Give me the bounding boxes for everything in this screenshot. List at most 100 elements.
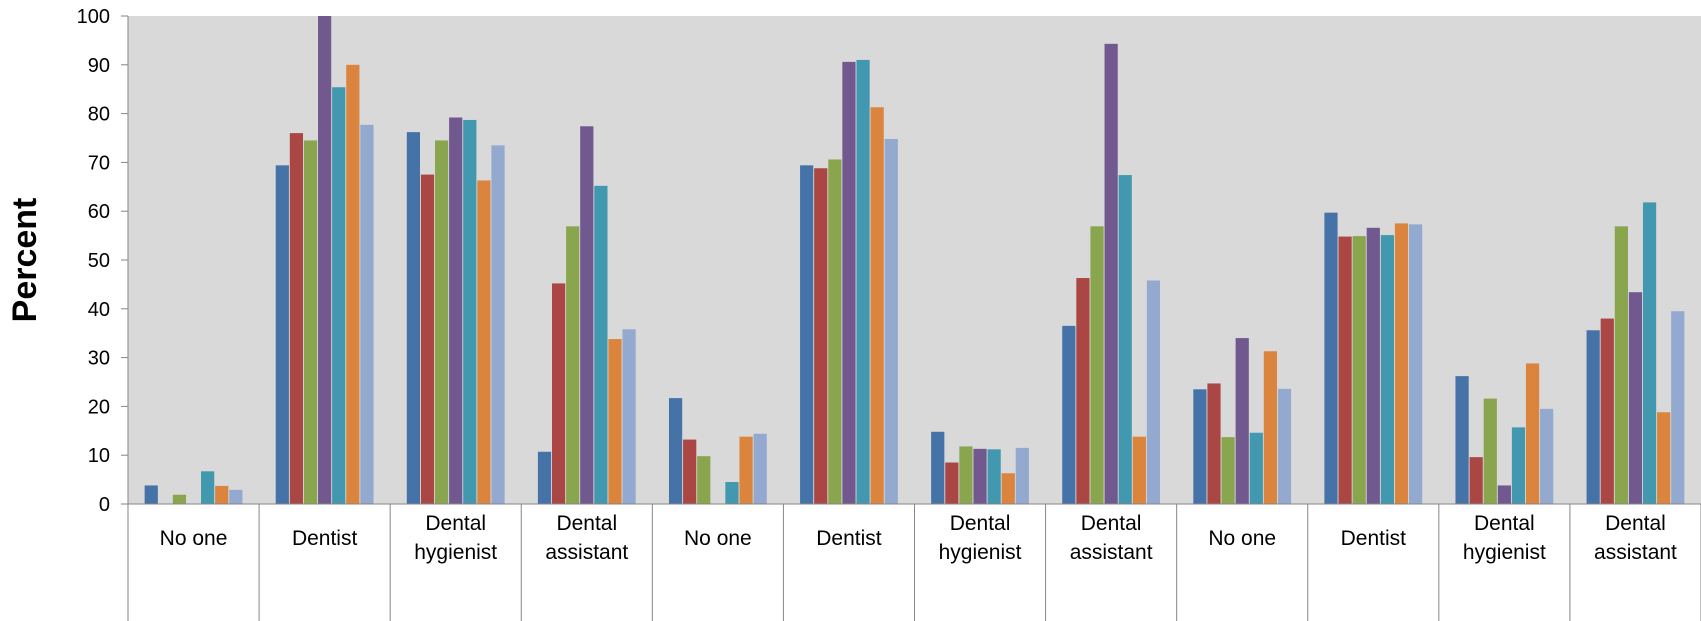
bar — [959, 446, 973, 504]
bar — [1497, 485, 1511, 504]
bar — [828, 159, 842, 505]
bar — [406, 132, 421, 505]
y-tick-label: 60 — [88, 201, 110, 223]
bar — [1657, 412, 1671, 504]
bar — [668, 398, 683, 504]
bar — [1408, 224, 1423, 504]
x-category-label: Dental hygienist — [414, 512, 497, 564]
bar — [753, 433, 767, 504]
bar — [1380, 235, 1394, 504]
bar — [477, 180, 491, 504]
bar — [1600, 318, 1614, 504]
bar — [1104, 43, 1118, 504]
bar — [683, 439, 697, 504]
bar — [1015, 447, 1029, 504]
bar — [463, 119, 477, 504]
bar — [1540, 408, 1554, 504]
x-category-label: Dental hygienist — [939, 512, 1022, 564]
bar — [1235, 338, 1249, 504]
x-category-label: Dental assistant — [545, 512, 628, 564]
bar — [622, 329, 636, 504]
bar — [1324, 212, 1338, 504]
bar — [275, 165, 289, 504]
y-tick-label: 70 — [88, 152, 110, 174]
x-category-label: No one — [1208, 527, 1276, 550]
bar — [1469, 457, 1483, 504]
x-category-label: Dentist — [1341, 527, 1407, 550]
y-axis-title: Percent — [6, 198, 44, 323]
bar — [1076, 278, 1090, 504]
bar — [1586, 330, 1600, 504]
y-tick-label: 40 — [88, 299, 110, 321]
bar — [697, 456, 711, 504]
bar — [215, 485, 229, 504]
bar — [332, 87, 346, 505]
plot-area — [128, 16, 1701, 504]
bar — [1642, 202, 1657, 504]
bar — [1062, 325, 1076, 504]
bar — [1628, 292, 1643, 504]
bar — [172, 494, 187, 504]
bar — [1221, 437, 1235, 504]
bar — [435, 140, 449, 504]
bar — [814, 168, 828, 505]
bar — [973, 448, 987, 504]
bar — [1132, 436, 1146, 504]
bar — [594, 185, 608, 504]
bar — [800, 165, 814, 504]
bar — [739, 436, 753, 504]
bar — [1193, 389, 1207, 504]
bar — [580, 126, 594, 505]
bar — [144, 485, 158, 504]
bar — [1277, 388, 1292, 504]
bar — [1207, 383, 1221, 504]
bar — [289, 133, 304, 504]
x-category-label: Dental assistant — [1594, 512, 1677, 564]
y-tick-label: 80 — [88, 104, 110, 126]
x-category-label: No one — [160, 527, 228, 550]
bar — [491, 145, 505, 504]
bar — [420, 174, 435, 504]
bar — [1525, 363, 1540, 504]
bar — [884, 138, 898, 504]
bar — [1614, 226, 1628, 504]
bar — [360, 124, 374, 504]
bar — [1671, 311, 1685, 504]
bar — [229, 489, 243, 504]
bar — [1483, 398, 1497, 504]
bar — [1352, 236, 1366, 504]
bar — [987, 449, 1001, 504]
bar — [842, 61, 856, 504]
x-category-label: Dentist — [292, 527, 358, 550]
y-tick-label: 50 — [88, 250, 110, 272]
bar — [1118, 175, 1132, 504]
y-tick-label: 10 — [88, 445, 110, 467]
bar — [318, 16, 332, 504]
bar — [1001, 473, 1015, 504]
bar — [201, 471, 215, 504]
bar — [1394, 223, 1409, 504]
bar — [566, 226, 580, 504]
y-tick-label: 100 — [77, 6, 110, 28]
x-category-label: Dental hygienist — [1463, 512, 1546, 564]
bar — [1366, 227, 1380, 505]
bar — [1455, 376, 1469, 504]
bar — [725, 482, 739, 504]
y-tick-label: 20 — [88, 396, 110, 418]
bar — [945, 462, 959, 504]
bar — [1146, 280, 1161, 504]
bar — [1090, 226, 1104, 504]
x-category-label: Dental assistant — [1070, 512, 1153, 564]
bar — [1263, 351, 1278, 504]
bar — [608, 339, 622, 504]
bar — [303, 140, 318, 504]
bar — [537, 451, 552, 504]
y-tick-label: 30 — [88, 348, 110, 370]
bar — [1338, 236, 1352, 505]
bar — [551, 283, 566, 504]
bar — [1249, 432, 1263, 504]
x-category-label: Dentist — [816, 527, 882, 550]
y-tick-label: 0 — [99, 494, 110, 516]
